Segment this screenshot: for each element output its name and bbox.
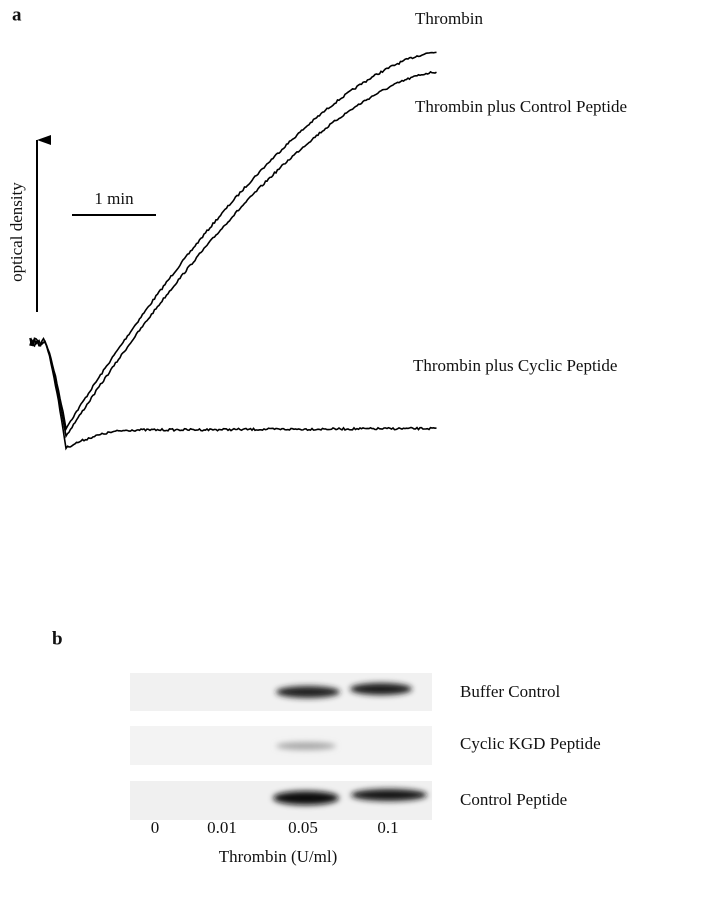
trace: [29, 70, 437, 439]
trace-label: Thrombin: [415, 9, 483, 28]
scale-bar-label: 1 min: [94, 189, 134, 208]
x-axis-label: Thrombin (U/ml): [219, 847, 338, 866]
panel-label: b: [52, 628, 63, 649]
column-label: 0.05: [288, 818, 318, 837]
column-label: 0: [151, 818, 160, 837]
trace: [29, 337, 437, 451]
column-label: 0.01: [207, 818, 237, 837]
band: [273, 791, 339, 805]
band: [350, 683, 412, 695]
row-label: Control Peptide: [460, 790, 567, 809]
column-label: 0.1: [377, 818, 398, 837]
band: [276, 742, 336, 750]
trace-label: Thrombin plus Cyclic Peptide: [413, 356, 617, 375]
blot: [130, 673, 432, 820]
y-axis-label: optical density: [7, 182, 26, 282]
traces: [29, 51, 437, 451]
trace: [29, 51, 437, 432]
row-label: Cyclic KGD Peptide: [460, 734, 601, 753]
panel-label: a: [12, 4, 22, 25]
band: [276, 686, 340, 698]
row-label: Buffer Control: [460, 682, 561, 701]
trace-label: Thrombin plus Control Peptide: [415, 97, 627, 116]
band: [351, 789, 427, 801]
